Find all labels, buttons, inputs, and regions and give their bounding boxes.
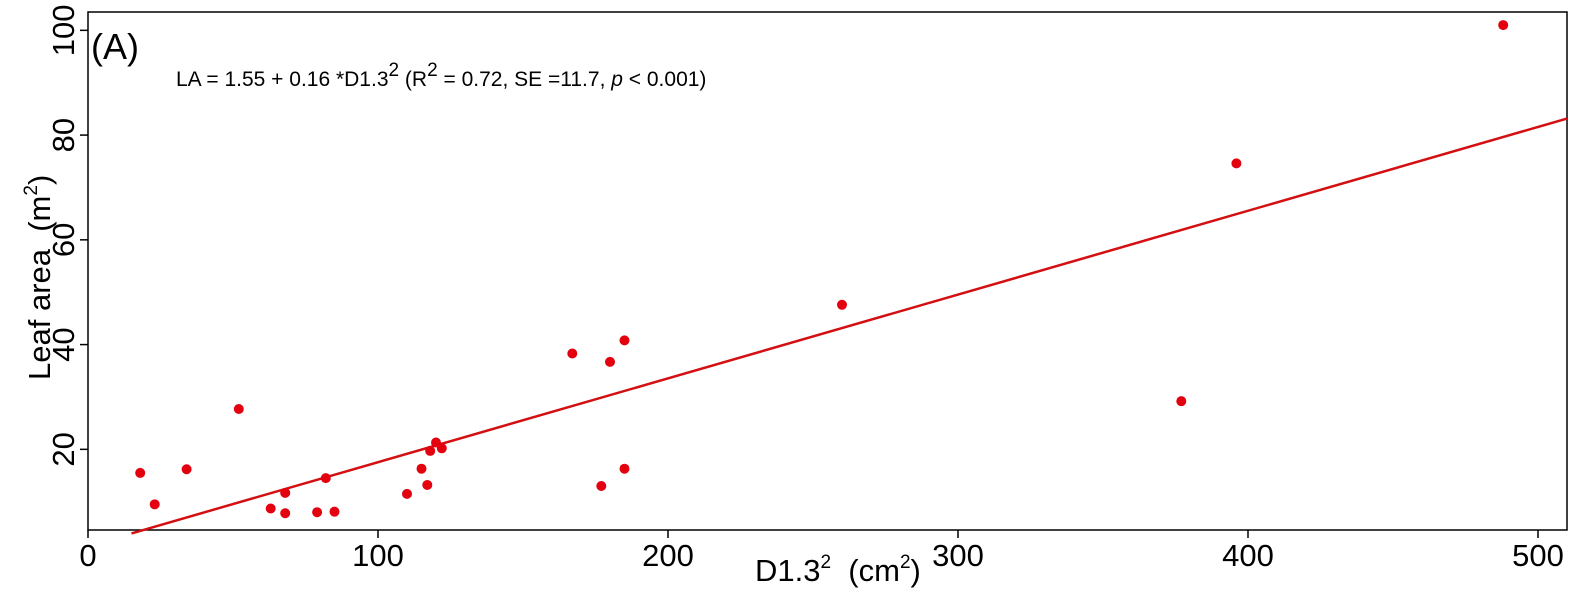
x-tick-label: 0 [79,538,96,573]
equation-r-superscript: 2 [427,60,438,81]
data-point [619,335,630,346]
y-axis-title: Leaf area (m2) [21,175,57,380]
data-point [837,299,847,310]
y-axis-title-close: ) [22,175,57,185]
y-tick-label: 20 [46,432,81,466]
equation-lhs-superscript: 2 [389,60,400,81]
y-tick-label: 60 [46,223,81,257]
data-point [416,463,427,474]
regression-equation: LA = 1.55 + 0.16 *D1.32 (R2 = 0.72, SE =… [176,60,706,91]
data-point [181,464,192,475]
x-tick-label: 200 [642,538,694,573]
data-point [149,499,160,510]
equation-stats: = 0.72, SE =11.7, [438,68,612,91]
equation-lhs: LA = 1.55 + 0.16 *D1.3 [176,68,389,91]
data-point [312,507,323,518]
equation-p-symbol: p [610,68,623,91]
data-point [329,506,340,517]
x-tick-label: 100 [352,538,404,573]
x-tick-label: 500 [1512,538,1564,573]
data-point [436,443,447,454]
x-axis-title-main: D1.3 [755,553,820,588]
data-point [320,473,331,484]
data-point [1498,20,1509,31]
equation-p-value: < 0.001) [623,68,706,91]
y-tick-label: 80 [46,118,81,152]
data-point [425,445,436,456]
data-point [280,487,291,498]
equation-r-open: (R [399,68,427,91]
data-points [135,20,1509,519]
y-axis-title-main: Leaf area (m [22,196,57,380]
data-point [280,508,291,519]
data-point [135,467,146,478]
x-axis-title-unit-close: ) [911,553,921,588]
x-tick-label: 300 [932,538,984,573]
data-point [567,348,578,359]
y-tick-label: 40 [46,327,81,361]
x-tick-label: 400 [1222,538,1274,573]
data-point [265,503,276,514]
regression-line [131,117,1568,535]
data-point [422,479,433,490]
plot-frame [87,11,1568,531]
data-point [402,488,412,499]
data-point [619,463,630,474]
y-tick-label: 100 [46,4,81,56]
panel-label: (A) [91,26,139,67]
axes: 0 100 200 300 400 500 20 40 60 80 100 [46,4,1568,573]
data-point [1176,396,1187,407]
data-point [233,404,244,415]
x-axis-title-unit-superscript: 2 [900,552,911,573]
data-point [1231,158,1242,169]
x-axis-title-unit: (cm [831,553,900,588]
data-point [605,356,615,367]
x-axis-title: D1.32 (cm2) [755,552,921,588]
data-point [596,481,607,492]
x-axis-title-superscript: 2 [820,552,831,573]
y-axis-title-superscript: 2 [21,185,42,196]
